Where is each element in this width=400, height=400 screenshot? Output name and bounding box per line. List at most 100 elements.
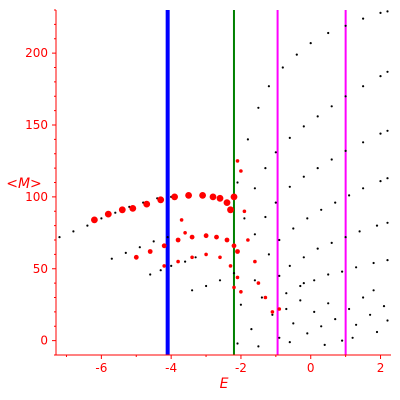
- data-point-s14-4: [204, 252, 208, 257]
- data-point-s15-12: [232, 285, 236, 290]
- x-tick-label: -2: [235, 361, 247, 375]
- data-point-s10-8: [386, 259, 389, 262]
- data-point-s3-2: [159, 269, 162, 272]
- data-point-s9-8: [375, 224, 379, 227]
- data-point-s7-8: [344, 149, 347, 152]
- x-axis-title: E: [220, 376, 229, 392]
- data-point-s3-1: [149, 273, 152, 276]
- data-point-s10-5: [341, 270, 344, 273]
- data-point-s12-14: [230, 193, 238, 201]
- data-point-s5-3: [257, 106, 260, 109]
- data-point-s8-5: [320, 208, 323, 211]
- data-point-s11-6: [285, 307, 288, 311]
- data-point-s5-7: [309, 42, 312, 45]
- data-point-s8-2: [278, 238, 281, 242]
- x-tick-label: -4: [165, 361, 177, 375]
- data-point-s2-5: [166, 236, 169, 239]
- data-point-s3-5: [194, 256, 197, 259]
- data-point-s9-1: [278, 274, 281, 277]
- data-point-s11-7: [292, 322, 295, 325]
- data-point-s12-6: [157, 196, 165, 204]
- data-point-s11-22: [236, 342, 239, 345]
- data-point-s11-11: [320, 325, 323, 328]
- data-point-s11-19: [375, 330, 379, 334]
- y-tick-label: 50: [33, 262, 48, 276]
- data-point-s8-6: [334, 201, 337, 204]
- data-point-s5-1: [236, 181, 239, 184]
- y-axis-title: <M>: [6, 176, 42, 192]
- data-point-s8-8: [362, 187, 365, 190]
- data-point-s6-1: [243, 217, 246, 220]
- data-point-s7-1: [253, 233, 256, 236]
- data-point-s11-1: [239, 303, 242, 306]
- data-point-s7-11: [386, 129, 389, 132]
- x-tick-label: -6: [95, 361, 107, 375]
- data-point-s6-7: [316, 115, 319, 118]
- data-point-s4-1: [191, 289, 194, 292]
- data-points: [58, 10, 389, 348]
- data-point-s15-3: [242, 209, 247, 214]
- data-point-s9-6: [344, 236, 347, 239]
- data-point-s7-4: [288, 185, 291, 188]
- data-point-s12-1: [91, 216, 98, 224]
- data-point-s12-9: [199, 192, 207, 199]
- data-point-s15-10: [183, 231, 187, 235]
- data-point-s13-4: [175, 237, 181, 243]
- data-point-s15-1: [235, 159, 240, 163]
- data-point-s7-5: [302, 175, 305, 178]
- data-point-s5-6: [295, 53, 298, 56]
- data-point-s11-13: [334, 318, 337, 321]
- data-point-s9-2: [288, 264, 291, 267]
- data-point-s5-4: [267, 85, 270, 88]
- data-point-s14-3: [190, 255, 194, 260]
- data-point-s10-1: [285, 292, 288, 295]
- data-point-s12-8: [185, 192, 193, 199]
- data-point-s11-23: [257, 345, 260, 348]
- data-point-s7-3: [274, 201, 277, 204]
- y-tick-label: 100: [25, 190, 48, 204]
- data-point-s11-10: [313, 310, 316, 313]
- data-point-s1-2: [72, 230, 75, 233]
- data-point-s15-9: [277, 307, 282, 311]
- data-point-s5-10: [362, 17, 365, 20]
- data-point-s15-11: [179, 218, 184, 222]
- data-point-s6-3: [264, 167, 267, 170]
- data-point-s15-6: [256, 281, 261, 285]
- data-point-s6-9: [344, 95, 347, 98]
- data-point-s11-18: [369, 313, 372, 316]
- x-tick-label: 2: [377, 361, 385, 375]
- data-point-s6-12: [386, 70, 389, 73]
- data-point-s5-12: [386, 10, 389, 13]
- data-point-s12-4: [129, 205, 137, 212]
- data-point-s6-5: [288, 136, 291, 139]
- y-tick-label: 150: [25, 118, 48, 132]
- data-point-s14-7: [235, 275, 240, 280]
- data-point-s13-9: [231, 243, 237, 249]
- data-point-s10-4: [327, 273, 330, 276]
- axes: -6 -4 -2 0 2 0 50 100 150 200: [25, 9, 391, 375]
- x-tick-label: 0: [307, 361, 315, 375]
- data-point-s5-11: [379, 11, 382, 14]
- data-point-s13-5: [189, 234, 195, 240]
- data-point-s14-1: [162, 264, 166, 268]
- data-point-s11-17: [362, 296, 365, 299]
- data-point-s11-9: [306, 332, 309, 335]
- data-point-s6-6: [302, 125, 305, 128]
- data-point-s9-5: [330, 241, 333, 244]
- data-point-s13-8: [224, 237, 230, 243]
- data-point-s13-6: [203, 233, 209, 239]
- y-tick-label: 200: [25, 46, 48, 60]
- data-point-s1-4: [100, 217, 103, 220]
- data-point-s9-9: [386, 221, 389, 224]
- data-point-s11-4: [271, 313, 274, 316]
- data-point-s12-7: [171, 193, 179, 201]
- data-point-s8-4: [306, 217, 309, 220]
- data-point-s11-27: [372, 289, 375, 292]
- data-point-s10-3: [313, 279, 316, 282]
- data-point-s14-5: [218, 255, 222, 260]
- data-point-s14-2: [176, 259, 180, 264]
- data-point-s4-3: [218, 279, 222, 282]
- data-point-s9-3: [302, 256, 305, 259]
- data-point-s3-4: [184, 260, 187, 263]
- data-point-s11-25: [323, 343, 326, 346]
